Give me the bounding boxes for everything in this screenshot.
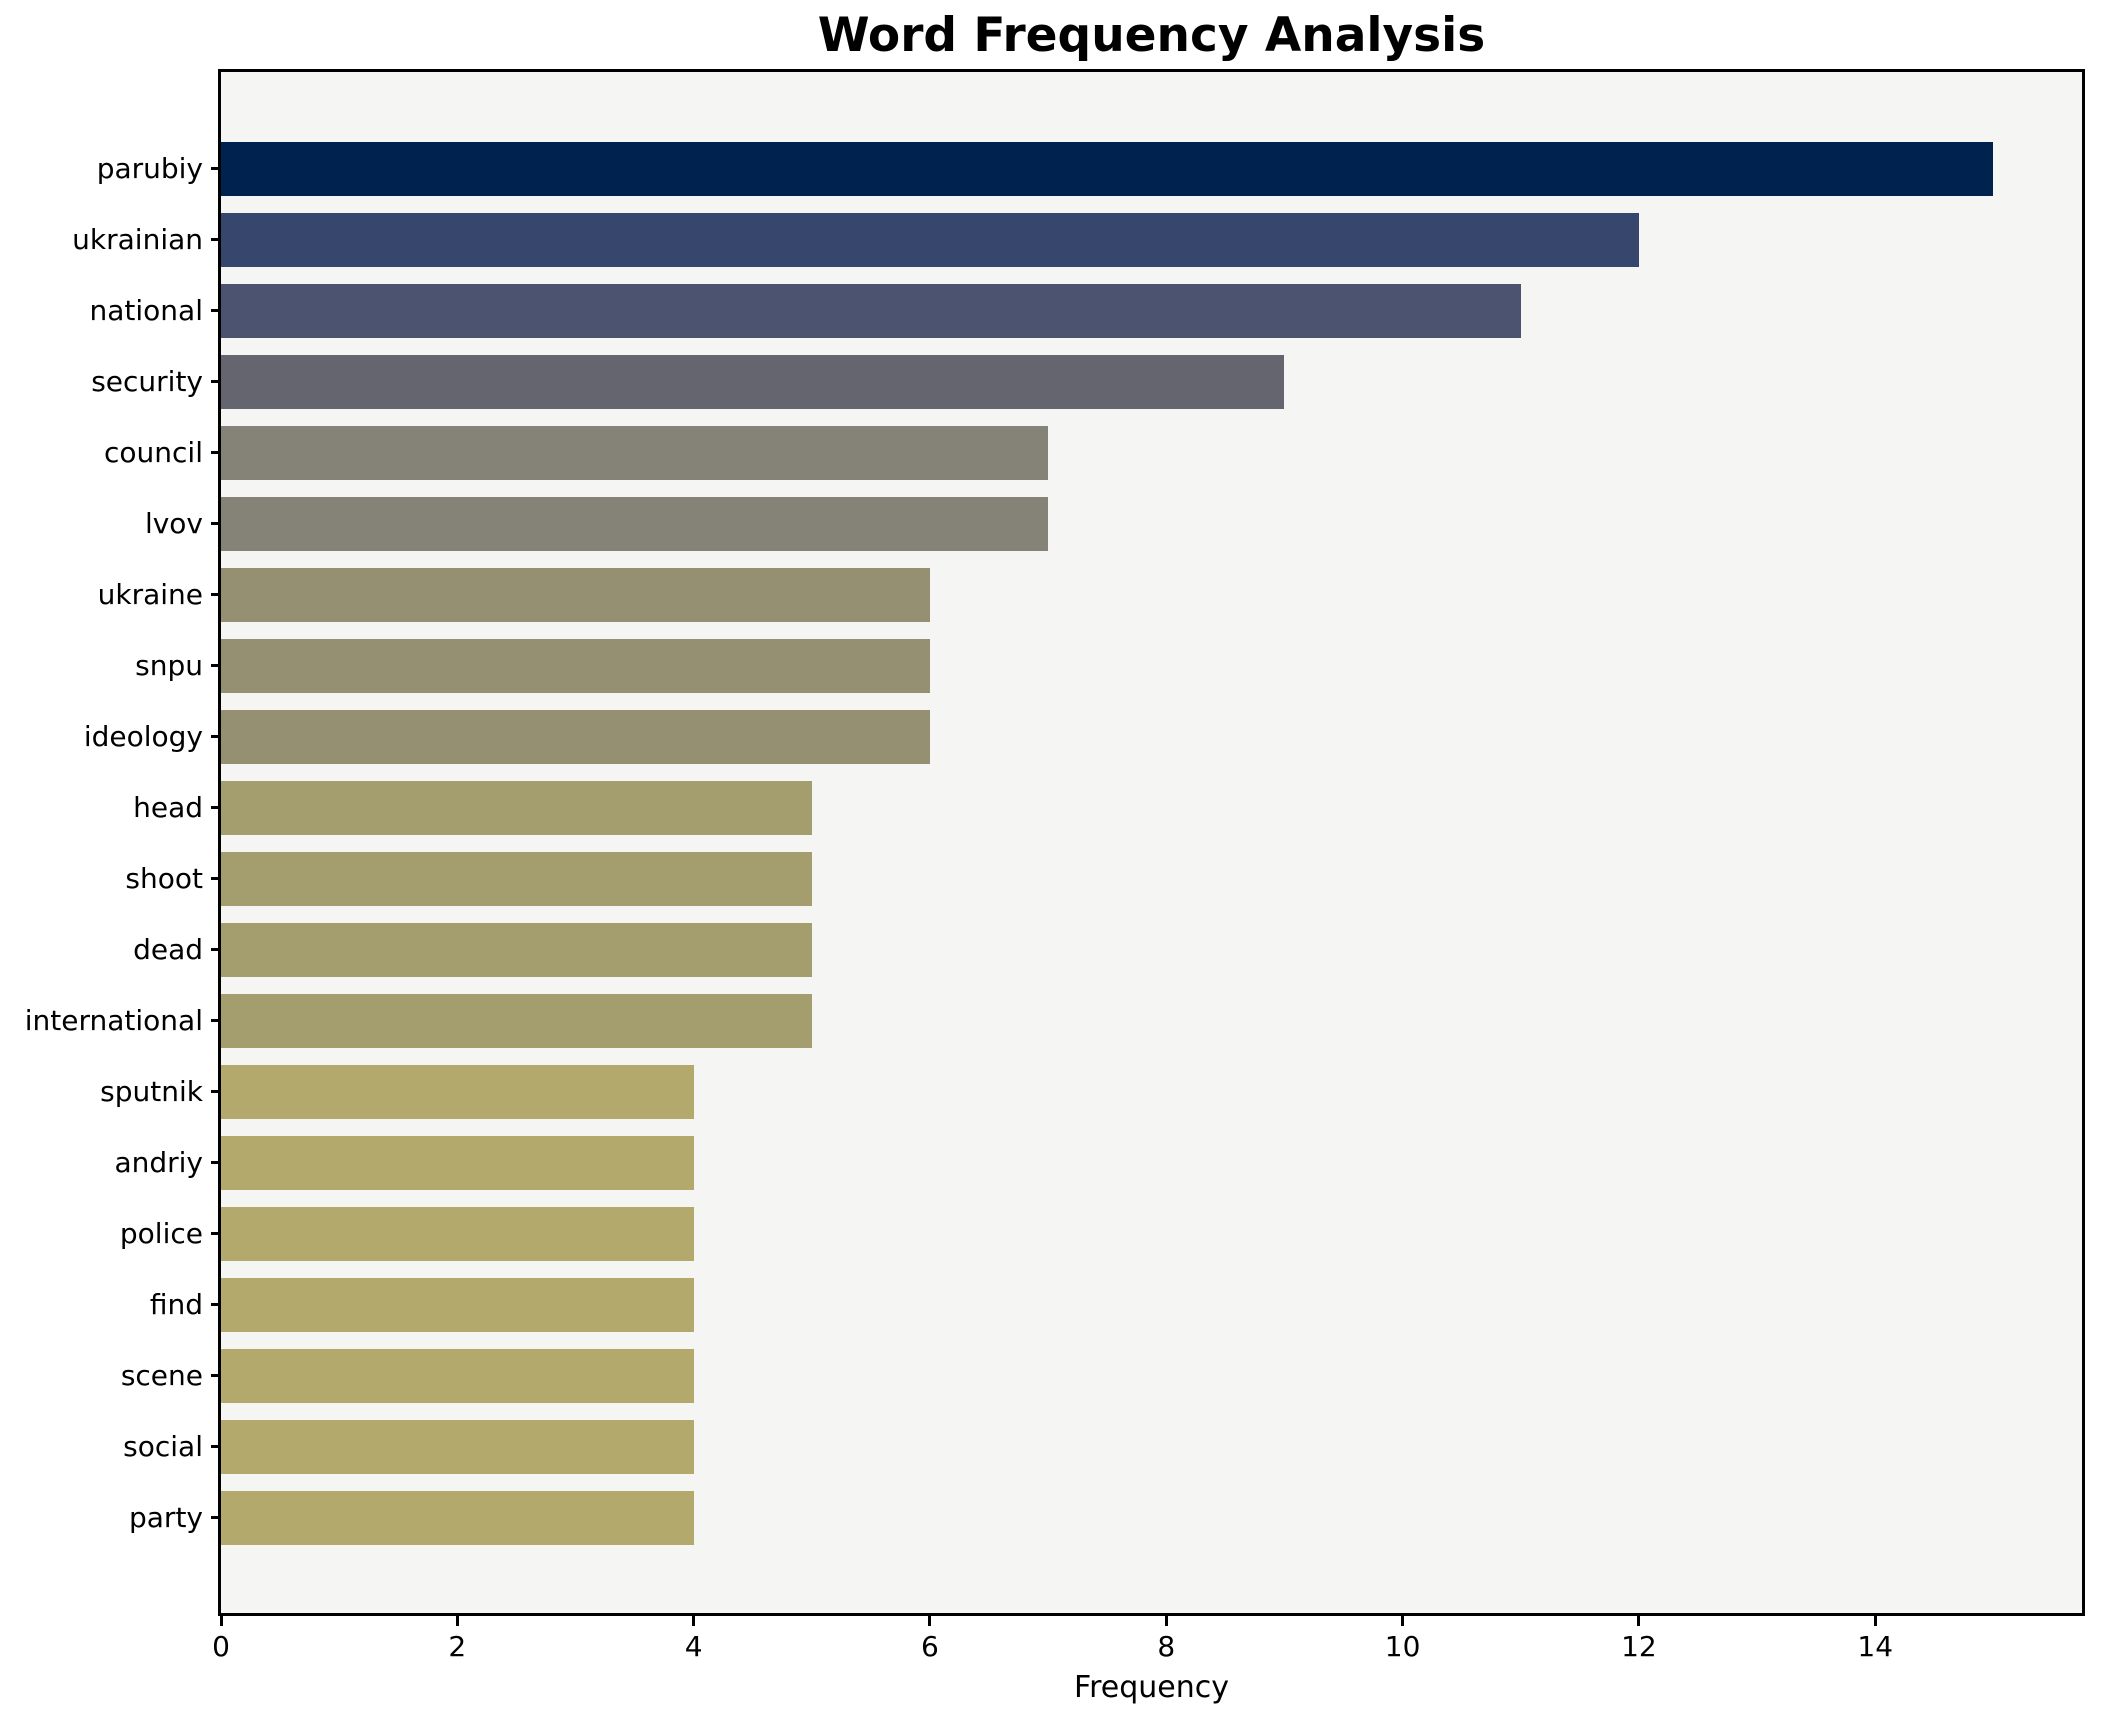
bar-council	[221, 425, 1049, 480]
y-tick-mark	[211, 1445, 221, 1448]
bar-security	[221, 354, 1285, 409]
y-tick-mark	[211, 522, 221, 525]
bar-social	[221, 1419, 694, 1474]
y-tick-label-shoot: shoot	[125, 861, 203, 895]
y-tick-mark	[211, 1374, 221, 1377]
y-tick-label-scene: scene	[120, 1358, 203, 1392]
x-tick-mark	[928, 1616, 932, 1626]
x-tick-mark	[1401, 1616, 1405, 1626]
y-tick-label-dead: dead	[133, 932, 203, 966]
x-tick-mark	[1873, 1616, 1877, 1626]
bar-find	[221, 1277, 694, 1332]
y-tick-label-security: security	[91, 364, 203, 398]
y-tick-mark	[211, 1019, 221, 1022]
bar-international	[221, 993, 812, 1048]
bar-dead	[221, 922, 812, 977]
y-tick-label-party: party	[129, 1500, 203, 1534]
y-tick-label-police: police	[119, 1216, 203, 1250]
y-tick-mark	[211, 1516, 221, 1519]
x-tick-label-14: 14	[1857, 1630, 1894, 1663]
y-tick-mark	[211, 451, 221, 454]
y-tick-mark	[211, 1232, 221, 1235]
bar-shoot	[221, 851, 812, 906]
y-tick-label-international: international	[24, 1003, 203, 1037]
x-tick-label-8: 8	[1157, 1630, 1176, 1663]
bar-scene	[221, 1348, 694, 1403]
y-tick-mark	[211, 309, 221, 312]
bar-head	[221, 780, 812, 835]
x-tick-mark	[219, 1616, 223, 1626]
bar-parubiy	[221, 141, 1994, 196]
y-tick-label-parubiy: parubiy	[96, 151, 203, 185]
y-tick-label-council: council	[104, 435, 203, 469]
y-tick-mark	[211, 593, 221, 596]
y-tick-mark	[211, 1161, 221, 1164]
bar-andriy	[221, 1135, 694, 1190]
bar-snpu	[221, 638, 930, 693]
y-tick-mark	[211, 167, 221, 170]
y-tick-mark	[211, 877, 221, 880]
x-tick-mark	[692, 1616, 696, 1626]
y-tick-label-head: head	[133, 790, 203, 824]
y-tick-label-ideology: ideology	[83, 719, 203, 753]
y-tick-label-find: find	[149, 1287, 203, 1321]
x-tick-label-4: 4	[684, 1630, 703, 1663]
y-tick-label-ukraine: ukraine	[97, 577, 203, 611]
x-tick-label-12: 12	[1621, 1630, 1657, 1663]
x-tick-label-2: 2	[448, 1630, 467, 1663]
y-tick-label-national: national	[89, 293, 203, 327]
bar-police	[221, 1206, 694, 1261]
bar-ukraine	[221, 567, 930, 622]
y-tick-mark	[211, 1303, 221, 1306]
y-tick-mark	[211, 735, 221, 738]
bar-national	[221, 283, 1521, 338]
x-tick-mark	[1637, 1616, 1641, 1626]
y-tick-label-lvov: lvov	[144, 506, 203, 540]
x-axis-title: Frequency	[1074, 1670, 1229, 1705]
bar-sputnik	[221, 1064, 694, 1119]
y-tick-mark	[211, 806, 221, 809]
y-tick-mark	[211, 948, 221, 951]
bar-ideology	[221, 709, 930, 764]
y-tick-mark	[211, 380, 221, 383]
chart-title: Word Frequency Analysis	[817, 8, 1486, 63]
x-tick-mark	[1164, 1616, 1168, 1626]
y-tick-label-andriy: andriy	[114, 1145, 203, 1179]
y-tick-mark	[211, 238, 221, 241]
y-tick-label-sputnik: sputnik	[100, 1074, 203, 1108]
x-tick-label-6: 6	[921, 1630, 939, 1663]
y-tick-label-ukrainian: ukrainian	[72, 222, 203, 256]
y-tick-mark	[211, 664, 221, 667]
bar-ukrainian	[221, 212, 1639, 267]
y-tick-label-snpu: snpu	[135, 648, 203, 682]
bar-party	[221, 1490, 694, 1545]
y-tick-mark	[211, 1090, 221, 1093]
x-tick-label-10: 10	[1384, 1630, 1421, 1663]
bar-lvov	[221, 496, 1049, 551]
y-tick-label-social: social	[123, 1429, 203, 1463]
x-tick-mark	[455, 1616, 459, 1626]
x-tick-label-0: 0	[212, 1630, 230, 1663]
